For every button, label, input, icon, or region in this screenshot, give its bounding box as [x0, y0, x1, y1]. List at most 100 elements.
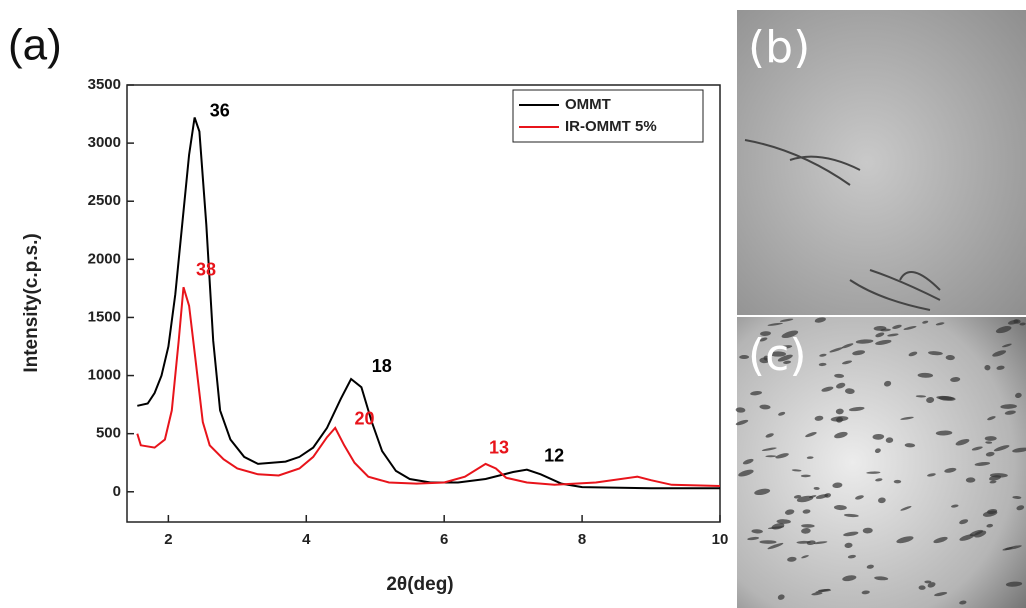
particle [765, 433, 774, 438]
legend-box [512, 89, 704, 143]
y-tick-label: 1500 [88, 308, 121, 325]
particle [796, 540, 811, 544]
particle [778, 411, 786, 416]
y-axis-label: Intensity(c.p.s.) [21, 233, 42, 372]
particle [834, 373, 845, 378]
particle [808, 495, 817, 498]
y-tick-label: 3000 [88, 134, 121, 151]
x-tick-label: 6 [440, 531, 448, 548]
particle [934, 591, 948, 597]
particle [950, 504, 959, 508]
particle [847, 554, 856, 559]
particle [855, 495, 864, 500]
particle [802, 509, 811, 514]
particle [908, 351, 918, 357]
annotation: 12 [544, 446, 564, 466]
particle [896, 536, 914, 544]
data-line [136, 286, 721, 487]
particle [862, 527, 873, 534]
particle [821, 386, 834, 392]
x-tick-label: 10 [712, 531, 729, 548]
particle [759, 337, 768, 342]
particle [875, 332, 885, 338]
x-tick-label: 4 [302, 531, 311, 548]
particle [928, 351, 943, 356]
particle [830, 416, 849, 422]
panel-label: (a) [8, 21, 62, 70]
annotation: 38 [196, 260, 216, 280]
particle [959, 519, 969, 525]
x-axis-label: 2θ(deg) [386, 574, 453, 595]
particle [922, 320, 929, 324]
particle [985, 451, 995, 457]
particle [763, 355, 770, 361]
particle [784, 509, 795, 515]
particle [877, 497, 886, 504]
particle [747, 536, 760, 541]
particle [875, 339, 892, 345]
particle [760, 331, 771, 336]
particle [813, 541, 828, 545]
particle [1005, 581, 1023, 587]
particle [742, 458, 754, 465]
particle [965, 477, 976, 483]
particle [801, 524, 815, 528]
particle [776, 519, 791, 524]
particle [793, 495, 802, 499]
particle [1004, 410, 1016, 415]
particle [918, 585, 926, 590]
particle [935, 322, 945, 326]
particle [779, 345, 793, 349]
particle [1015, 392, 1022, 399]
particle [805, 432, 817, 438]
particle [801, 528, 811, 534]
particle [834, 431, 848, 439]
particle [765, 455, 777, 458]
particle [893, 479, 902, 484]
particle [777, 594, 785, 600]
y-tick-label: 0 [113, 483, 121, 500]
particle [801, 555, 809, 559]
particle [936, 395, 955, 401]
particle [779, 318, 794, 322]
particle [874, 448, 881, 454]
y-tick-label: 2500 [88, 192, 121, 209]
particle [924, 580, 932, 584]
particle [903, 325, 917, 330]
micrographs: (b) (c) [735, 10, 1026, 608]
particle [872, 433, 885, 440]
particle [989, 475, 1002, 481]
particle [844, 542, 853, 548]
tem-image-c [737, 317, 1026, 608]
y-tick-label: 3500 [88, 76, 121, 93]
particle [777, 354, 793, 362]
particle [841, 343, 854, 349]
legend-label: IR-OMMT 5% [565, 118, 657, 135]
particle [852, 350, 866, 356]
particle [832, 482, 843, 489]
particle [959, 534, 975, 541]
particle [892, 324, 902, 329]
particle [885, 437, 894, 443]
particle [971, 446, 983, 451]
particle [738, 469, 754, 477]
particle [955, 438, 970, 446]
particle [800, 474, 811, 478]
tem-image-b [737, 10, 1026, 315]
particle [783, 360, 792, 364]
particle [874, 576, 889, 581]
particle [944, 467, 957, 473]
particle [806, 456, 814, 459]
particle [1016, 505, 1025, 511]
particle [984, 364, 991, 371]
particle [842, 360, 853, 365]
plot-frame [126, 84, 721, 523]
particle [873, 325, 887, 331]
data-line [137, 117, 720, 490]
particle [843, 531, 859, 537]
particle [945, 355, 955, 361]
particle [848, 406, 865, 412]
particle [759, 540, 777, 544]
